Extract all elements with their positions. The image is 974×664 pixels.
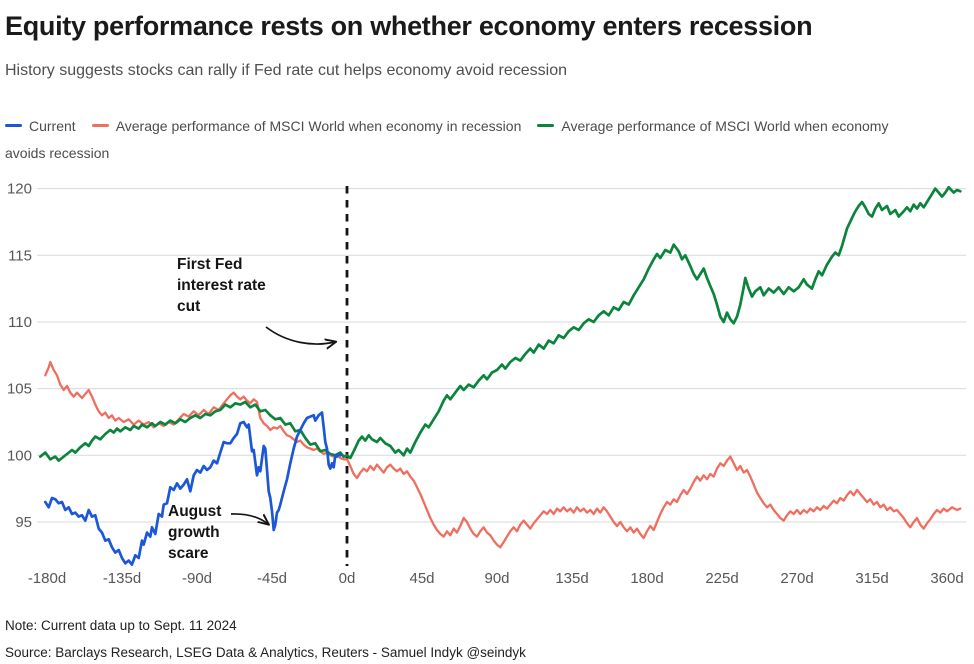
annotation-first-fed-rate-cut: First Fed interest rate cut	[177, 256, 266, 315]
svg-text:315d: 315d	[855, 570, 888, 587]
svg-text:135d: 135d	[555, 570, 588, 587]
svg-text:225d: 225d	[705, 570, 738, 587]
svg-text:45d: 45d	[409, 570, 434, 587]
svg-text:-135d: -135d	[103, 570, 141, 587]
legend-swatch-current	[5, 123, 22, 127]
svg-text:-45d: -45d	[257, 570, 287, 587]
svg-text:-90d: -90d	[182, 570, 212, 587]
chart-note: Note: Current data up to Sept. 11 2024	[5, 618, 237, 633]
legend-label: Average performance of MSCI World when e…	[115, 118, 522, 134]
august-growth-scare-arrow	[230, 513, 268, 524]
legend-swatch-no-recession	[537, 123, 555, 127]
svg-text:100: 100	[7, 447, 32, 464]
legend-item-no-recession: Average performance of MSCI World when e…	[5, 118, 888, 161]
svg-text:95: 95	[15, 514, 32, 531]
chart-subtitle: History suggests stocks can rally if Fed…	[5, 62, 568, 79]
legend: Current Average performance of MSCI World…	[5, 113, 890, 167]
page-title: Equity performance rests on whether econ…	[5, 11, 813, 41]
svg-text:0d: 0d	[339, 570, 356, 587]
legend-label: Current	[29, 118, 76, 134]
svg-text:-180d: -180d	[28, 570, 66, 587]
svg-text:360d: 360d	[930, 570, 963, 587]
svg-text:115: 115	[8, 247, 32, 264]
svg-text:270d: 270d	[780, 570, 813, 587]
x-axis-labels: -180d -135d -90d -45d 0d 45d 90d 135d 180d 225d 27…	[28, 570, 964, 587]
series-recession-line	[44, 360, 962, 549]
chart-source: Source: Barclays Research, LSEG Data & A…	[5, 645, 526, 660]
series-current-line	[43, 411, 342, 566]
svg-text:90d: 90d	[484, 570, 509, 587]
y-axis-labels: 120 115 110 105 100 95	[7, 181, 32, 531]
svg-text:105: 105	[7, 381, 32, 398]
legend-item-recession: Average performance of MSCI World when e…	[91, 118, 522, 134]
legend-swatch-recession	[91, 123, 109, 127]
legend-item-current: Current	[5, 118, 76, 134]
svg-text:110: 110	[8, 314, 32, 331]
legend-label: Average performance of MSCI World when e…	[5, 118, 889, 161]
grid-lines	[37, 188, 966, 523]
svg-text:120: 120	[7, 181, 32, 198]
first-fed-rate-cut-arrow	[265, 326, 335, 344]
series-no-recession-line	[38, 185, 962, 462]
svg-text:180d: 180d	[630, 570, 663, 587]
annotation-august-growth-scare: August growth scare	[168, 503, 222, 562]
